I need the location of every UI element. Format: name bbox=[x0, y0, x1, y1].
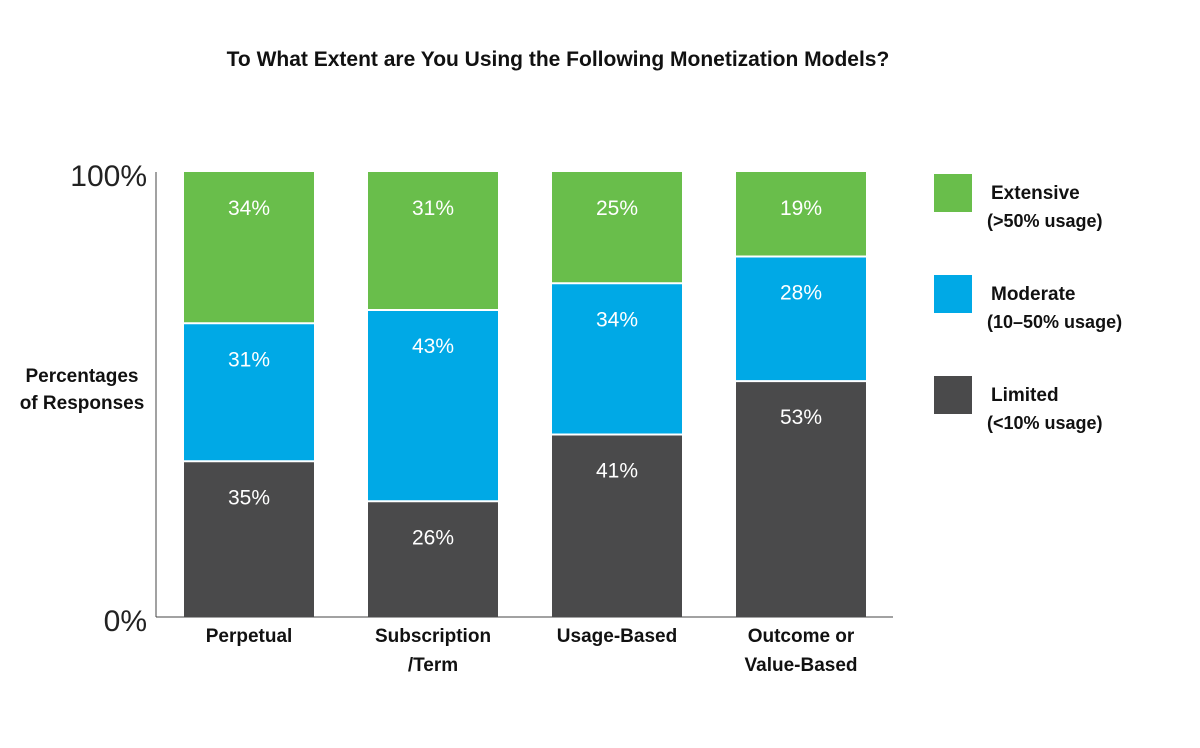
data-label-limited-4: 53% bbox=[780, 406, 822, 429]
bar-segment-moderate-3 bbox=[552, 283, 682, 435]
bar-segment-limited-4 bbox=[736, 381, 866, 617]
bar-segment-extensive-3 bbox=[552, 172, 682, 284]
data-label-moderate-2: 43% bbox=[412, 335, 454, 358]
x-tick-label-2-line-2: /Term bbox=[408, 655, 458, 676]
bar-segment-limited-2 bbox=[368, 501, 498, 617]
bar-segment-moderate-4 bbox=[736, 256, 866, 382]
y-axis-label-line-1: Percentages bbox=[25, 366, 138, 387]
data-label-extensive-3: 25% bbox=[596, 197, 638, 220]
x-tick-label-2-line-1: Subscription bbox=[375, 626, 491, 647]
y-tick-label-bottom: 0% bbox=[104, 605, 147, 638]
legend-desc-moderate: (10–50% usage) bbox=[987, 312, 1122, 332]
legend-swatch-moderate bbox=[934, 275, 972, 313]
data-label-extensive-2: 31% bbox=[412, 197, 454, 220]
data-label-moderate-3: 34% bbox=[596, 308, 638, 331]
data-label-moderate-1: 31% bbox=[228, 348, 270, 371]
legend-label-extensive: Extensive bbox=[991, 183, 1080, 204]
bar-segment-limited-1 bbox=[184, 461, 314, 617]
bar-segment-moderate-2 bbox=[368, 309, 498, 502]
bars-group: 35% 31% 34% 26% 43% 31% 41% 34% 25% 53% 28% 19% bbox=[184, 172, 866, 617]
data-label-limited-3: 41% bbox=[596, 460, 638, 483]
bar-segment-extensive-2 bbox=[368, 172, 498, 310]
x-tick-label-1: Perpetual bbox=[206, 626, 293, 647]
data-label-extensive-1: 34% bbox=[228, 197, 270, 220]
legend-swatch-extensive bbox=[934, 174, 972, 212]
y-tick-label-top: 100% bbox=[70, 160, 147, 193]
x-labels-group: Perpetual Subscription/Term Usage-Based Out… bbox=[206, 626, 858, 676]
x-tick-label-4-line-2: Value-Based bbox=[745, 655, 858, 676]
x-tick-label-3: Usage-Based bbox=[557, 626, 677, 647]
x-tick-label-4-line-1: Outcome or bbox=[748, 626, 855, 647]
y-axis-label-line-2: of Responses bbox=[20, 393, 145, 414]
legend: Extensive (>50% usage) Moderate (10–50% usa… bbox=[934, 174, 1122, 433]
data-label-limited-1: 35% bbox=[228, 486, 270, 509]
data-label-moderate-4: 28% bbox=[780, 282, 822, 305]
data-label-limited-2: 26% bbox=[412, 526, 454, 549]
legend-label-moderate: Moderate bbox=[991, 284, 1075, 305]
legend-swatch-limited bbox=[934, 376, 972, 414]
bar-segment-limited-3 bbox=[552, 434, 682, 617]
legend-desc-extensive: (>50% usage) bbox=[987, 211, 1103, 231]
chart-title: To What Extent are You Using the Followi… bbox=[227, 48, 890, 71]
bar-segment-moderate-1 bbox=[184, 323, 314, 462]
legend-label-limited: Limited bbox=[991, 385, 1059, 406]
legend-desc-limited: (<10% usage) bbox=[987, 413, 1103, 433]
bar-segment-extensive-1 bbox=[184, 172, 314, 324]
bar-segment-extensive-4 bbox=[736, 172, 866, 257]
data-label-extensive-4: 19% bbox=[780, 197, 822, 220]
